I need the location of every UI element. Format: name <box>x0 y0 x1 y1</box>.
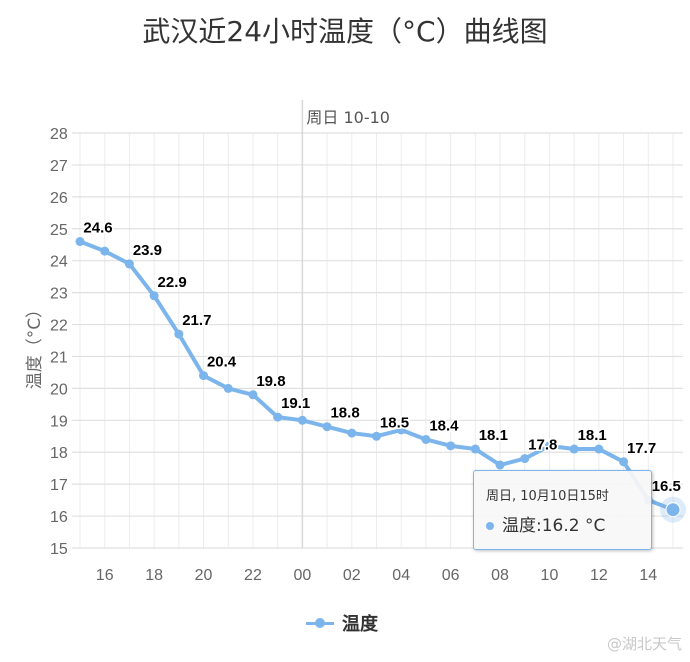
data-point[interactable] <box>322 422 332 432</box>
x-tick-label: 00 <box>293 567 311 584</box>
y-axis-title: 温度（°C） <box>25 301 45 389</box>
tooltip-value: 温度:16.2 °C <box>502 516 606 536</box>
y-tick-label: 21 <box>50 349 68 366</box>
x-tick-label: 08 <box>491 567 509 584</box>
tooltip-value-row: 温度:16.2 °C <box>486 511 605 536</box>
y-tick-label: 19 <box>50 413 68 430</box>
y-tick-label: 26 <box>50 190 68 207</box>
y-tick-label: 24 <box>50 254 68 271</box>
data-label: 18.5 <box>380 414 409 431</box>
data-point[interactable] <box>495 460 505 470</box>
data-label: 24.6 <box>83 220 112 237</box>
data-label: 23.9 <box>133 242 162 259</box>
data-point[interactable] <box>75 237 85 247</box>
data-label: 17.8 <box>528 437 557 454</box>
watermark: @湖北天气 <box>606 635 682 653</box>
x-tick-label: 04 <box>392 567 410 584</box>
x-tick-label: 16 <box>96 567 114 584</box>
data-point[interactable] <box>347 428 357 438</box>
legend-label: 温度 <box>342 614 378 635</box>
x-tick-label: 18 <box>145 567 163 584</box>
data-label: 18.1 <box>578 427 607 444</box>
data-label: 17.7 <box>627 440 656 457</box>
data-point[interactable] <box>248 390 258 400</box>
data-label: 19.8 <box>256 373 285 390</box>
y-tick-label: 16 <box>50 509 68 526</box>
y-tick-label: 28 <box>50 126 68 143</box>
data-label: 18.1 <box>479 427 508 444</box>
data-point[interactable] <box>396 425 406 435</box>
data-point[interactable] <box>149 291 159 301</box>
data-point[interactable] <box>544 441 554 451</box>
y-tick-label: 23 <box>50 286 68 303</box>
y-tick-label: 22 <box>50 318 68 335</box>
data-point[interactable] <box>446 441 456 451</box>
line-marker-icon <box>306 617 334 629</box>
y-tick-label: 15 <box>50 541 68 558</box>
x-tick-label: 14 <box>639 567 657 584</box>
data-label: 19.1 <box>281 395 310 412</box>
data-point[interactable] <box>372 431 381 441</box>
data-point[interactable] <box>594 444 604 454</box>
x-tick-label: 06 <box>442 567 460 584</box>
data-point[interactable] <box>223 383 233 393</box>
x-tick-label: 12 <box>590 567 608 584</box>
data-point[interactable] <box>569 444 579 454</box>
data-point[interactable] <box>421 434 431 444</box>
data-label: 21.7 <box>182 312 211 329</box>
data-point[interactable] <box>199 371 209 381</box>
chart-title: 武汉近24小时温度（°C）曲线图 <box>142 15 548 48</box>
data-point[interactable] <box>470 444 480 454</box>
data-point[interactable] <box>297 415 307 425</box>
x-tick-label: 20 <box>195 567 213 584</box>
x-tick-label: 02 <box>343 567 361 584</box>
y-tick-label: 27 <box>50 158 68 175</box>
legend-item-temperature[interactable]: 温度 <box>306 610 378 636</box>
tooltip-header: 周日, 10月10日15时 <box>486 489 609 504</box>
data-label: 18.8 <box>330 405 359 422</box>
data-point[interactable] <box>100 246 110 256</box>
hovered-point[interactable] <box>665 502 681 518</box>
x-tick-label: 22 <box>244 567 262 584</box>
data-label: 22.9 <box>158 274 187 291</box>
data-point[interactable] <box>174 329 184 339</box>
y-tick-label: 17 <box>50 477 68 494</box>
data-point[interactable] <box>619 457 629 467</box>
data-label: 16.5 <box>652 478 681 495</box>
y-tick-label: 20 <box>50 381 68 398</box>
data-point[interactable] <box>520 454 530 464</box>
y-tick-label: 18 <box>50 445 68 462</box>
data-point[interactable] <box>124 259 134 269</box>
y-tick-label: 25 <box>50 222 68 239</box>
day-label: 周日 10-10 <box>306 108 390 127</box>
series-dot-icon <box>486 522 494 530</box>
data-label: 20.4 <box>207 354 237 371</box>
tooltip: 周日, 10月10日15时 温度:16.2 °C <box>473 470 652 550</box>
data-label: 18.4 <box>429 417 459 434</box>
data-point[interactable] <box>273 412 283 422</box>
x-tick-label: 10 <box>541 567 559 584</box>
